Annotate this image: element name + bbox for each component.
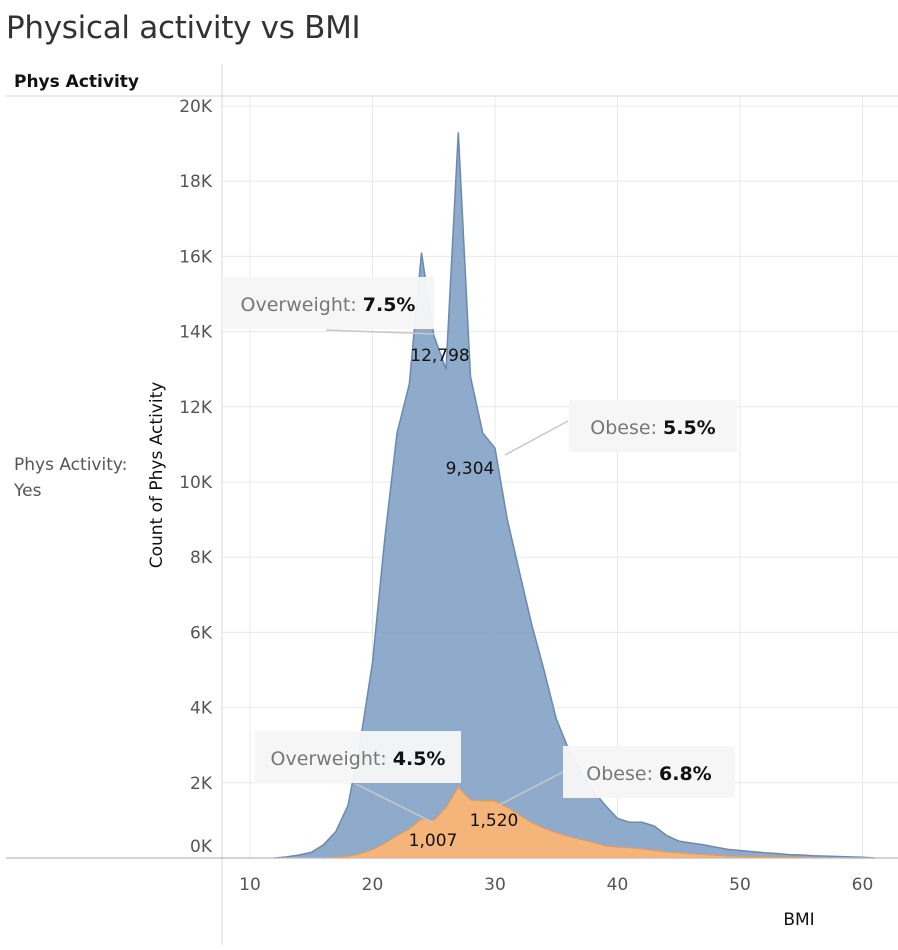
y-tick-label: 18K <box>179 172 213 192</box>
annotation-leader <box>498 771 564 806</box>
row-header: Phys Activity <box>14 72 139 92</box>
y-tick-label: 2K <box>190 774 213 794</box>
y-tick-label: 10K <box>179 473 213 493</box>
x-tick-label: 20 <box>362 875 384 895</box>
data-label: 9,304 <box>446 459 495 479</box>
y-tick-label: 8K <box>190 548 213 568</box>
y-tick-label: 16K <box>179 247 213 267</box>
annotation-text: Obese: 6.8% <box>586 763 711 785</box>
y-tick-label: 4K <box>190 699 213 719</box>
data-label: 12,798 <box>410 346 469 366</box>
annotation-percent: 4.5% <box>393 748 446 770</box>
annotation-category: Overweight: <box>241 294 363 316</box>
annotation-text: Obese: 5.5% <box>590 417 715 439</box>
x-tick-label: 30 <box>484 875 506 895</box>
series-area-no-line <box>323 785 863 859</box>
x-tick-label: 60 <box>852 875 874 895</box>
annotation-percent: 6.8% <box>659 763 712 785</box>
annotation-category: Obese: <box>586 763 659 785</box>
series-area-no <box>323 786 863 858</box>
x-tick-label: 40 <box>607 875 629 895</box>
x-tick-label: 10 <box>239 875 261 895</box>
annotation-leader <box>504 420 569 456</box>
annotation-category: Obese: <box>590 417 663 439</box>
annotation-box <box>255 731 461 783</box>
annotation-box <box>563 746 735 798</box>
y-tick-label: 12K <box>179 398 213 418</box>
x-axis-title: BMI <box>783 910 814 930</box>
chart-title: Physical activity vs BMI <box>6 10 361 46</box>
annotation-percent: 5.5% <box>663 417 716 439</box>
annotation-leader <box>355 783 433 823</box>
annotation-text: Overweight: 4.5% <box>271 748 446 770</box>
y-tick-label: 20K <box>179 97 213 117</box>
data-label: 1,520 <box>470 811 519 831</box>
y-tick-label: 6K <box>190 623 213 643</box>
annotation-box <box>222 277 434 329</box>
y-axis-title: Count of Phys Activity <box>147 382 167 569</box>
annotation-text: Overweight: 7.5% <box>241 294 416 316</box>
annotation-leader <box>325 329 435 335</box>
annotation-category: Overweight: <box>271 748 393 770</box>
annotation-box <box>569 400 737 452</box>
x-tick-label: 50 <box>729 875 751 895</box>
row-label: Phys Activity: Yes <box>14 455 128 501</box>
y-tick-label: 14K <box>179 323 213 343</box>
y-tick-label: 0K <box>190 837 213 857</box>
data-label: 1,007 <box>409 831 458 851</box>
annotation-percent: 7.5% <box>363 294 416 316</box>
